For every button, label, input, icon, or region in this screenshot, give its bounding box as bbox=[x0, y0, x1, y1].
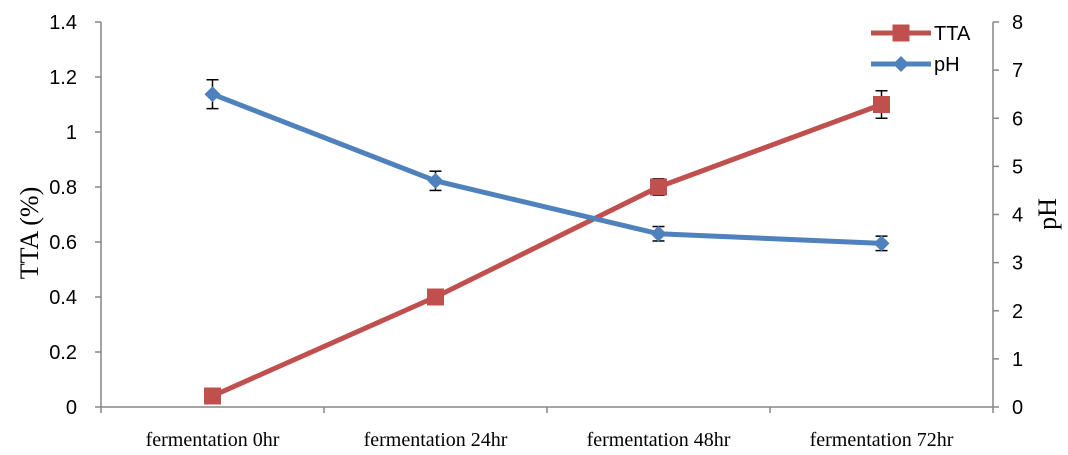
series-line-ph bbox=[210, 91, 884, 246]
data-point-tta bbox=[873, 96, 890, 113]
data-point-ph bbox=[427, 172, 444, 189]
right-tick-label: 8 bbox=[1012, 12, 1023, 34]
data-point-ph bbox=[650, 225, 667, 242]
left-tick-label: 0.2 bbox=[49, 342, 77, 364]
left-tick-label: 0.4 bbox=[49, 287, 77, 309]
series-ph bbox=[204, 79, 890, 252]
right-tick-label: 3 bbox=[1012, 253, 1023, 275]
right-tick-label: 2 bbox=[1012, 301, 1023, 323]
x-category-label: fermentation 0hr bbox=[146, 429, 280, 451]
data-point-tta bbox=[204, 387, 221, 405]
data-point-ph bbox=[204, 86, 221, 103]
right-tick-label: 0 bbox=[1012, 397, 1023, 419]
series-tta bbox=[204, 90, 890, 405]
left-tick-label: 1 bbox=[66, 122, 77, 144]
right-tick-label: 4 bbox=[1012, 205, 1023, 227]
right-tick-label: 6 bbox=[1012, 108, 1023, 130]
data-point-tta bbox=[650, 178, 667, 196]
legend-item-tta: TTA bbox=[871, 23, 971, 45]
left-tick-label: 1.4 bbox=[49, 12, 77, 34]
legend-label-tta: TTA bbox=[934, 23, 971, 45]
right-tick-label: 5 bbox=[1012, 156, 1023, 178]
left-axis: 0 0.2 0.4 0.6 0.8 1 1.2 1.4 bbox=[49, 12, 102, 419]
series-line-tta bbox=[210, 102, 884, 399]
left-tick-label: 1.2 bbox=[49, 67, 77, 89]
x-category-label: fermentation 72hr bbox=[810, 429, 954, 451]
left-tick-label: 0 bbox=[66, 397, 77, 419]
left-tick-label: 0.8 bbox=[49, 177, 77, 199]
right-axis-title: pH bbox=[1033, 198, 1062, 230]
left-axis-title: TTA (%) bbox=[15, 187, 44, 280]
series-layer bbox=[204, 79, 890, 405]
x-axis: fermentation 0hr fermentation 24hr ferment… bbox=[100, 406, 994, 451]
legend-label-ph: pH bbox=[934, 54, 960, 76]
x-category-label: fermentation 48hr bbox=[587, 429, 731, 451]
legend-marker-ph bbox=[893, 56, 909, 72]
right-axis: 0 1 2 3 4 5 6 7 8 bbox=[992, 12, 1023, 419]
right-tick-label: 1 bbox=[1012, 349, 1023, 371]
data-point-tta bbox=[427, 288, 444, 306]
legend-item-ph: pH bbox=[871, 54, 960, 76]
left-tick-label: 0.6 bbox=[49, 232, 77, 254]
legend-marker-tta bbox=[892, 24, 910, 42]
right-tick-label: 7 bbox=[1012, 60, 1023, 82]
x-category-label: fermentation 24hr bbox=[364, 429, 508, 451]
legend: TTA pH bbox=[871, 23, 971, 76]
data-point-ph bbox=[873, 235, 890, 252]
